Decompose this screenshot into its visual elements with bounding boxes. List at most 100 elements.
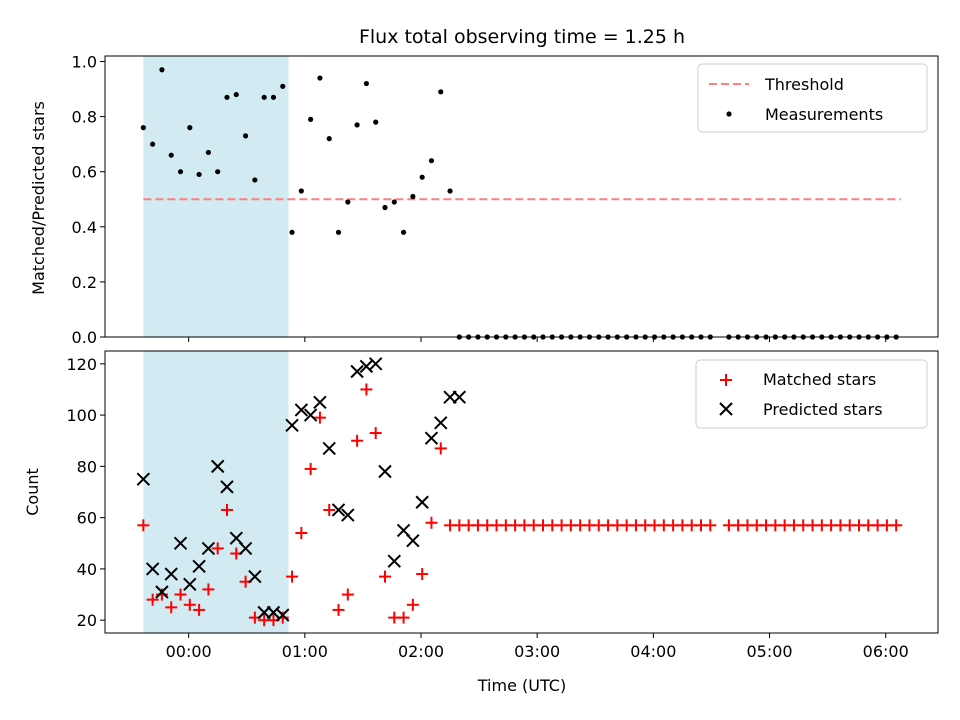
matched-star-marker [295, 527, 308, 540]
measurement-point [159, 67, 165, 73]
predicted-star-marker [452, 390, 467, 404]
matched-star-marker [369, 427, 382, 440]
matched-star-marker [304, 462, 317, 475]
matched-star-marker [313, 411, 326, 424]
legend-measurements-swatch [726, 111, 732, 117]
x-tick-label: 05:00 [746, 642, 792, 661]
legend-measurements-label: Measurements [765, 105, 883, 124]
matched-star-marker [341, 588, 354, 601]
measurement-point [345, 199, 351, 205]
measurement-point [428, 158, 435, 164]
matched-star-marker [351, 434, 364, 447]
predicted-star-marker [434, 416, 448, 430]
y-tick-label: 100 [66, 406, 97, 425]
x-axis-label: Time (UTC) [477, 676, 566, 695]
predicted-star-marker [145, 562, 160, 576]
matched-star-marker [220, 503, 233, 516]
matched-stars-points [137, 383, 903, 627]
bottom-shaded-span [143, 351, 289, 633]
matched-star-marker [425, 516, 438, 529]
measurement-point [177, 169, 184, 175]
measurement-point [382, 204, 388, 211]
predicted-star-marker [350, 364, 364, 379]
top-panel: 0.0 0.2 0.4 0.6 0.8 1.0 Matched/Predicted sta… [29, 53, 939, 347]
x-tick-label: 03:00 [514, 642, 560, 661]
matched-star-marker [434, 442, 447, 455]
predicted-star-marker [294, 403, 309, 417]
bottom-axes-frame [104, 350, 939, 634]
predicted-star-marker [368, 357, 383, 371]
y-tick-label: 20 [77, 611, 97, 630]
measurement-point [140, 125, 146, 131]
measurement-points [140, 67, 899, 340]
y-tick-label: 0.8 [72, 108, 97, 127]
bottom-legend: Matched stars Predicted stars [695, 359, 928, 429]
measurement-point [233, 91, 239, 98]
legend-matched-label: Matched stars [763, 370, 876, 389]
x-tick-label: 01:00 [282, 642, 328, 661]
legend-matched-swatch [720, 374, 732, 386]
bottom-y-ticks: 20 40 60 80 100 120 [66, 355, 105, 630]
measurement-point [373, 119, 379, 125]
top-y-ticks: 0.0 0.2 0.4 0.6 0.8 1.0 [72, 53, 105, 347]
predicted-star-marker [406, 534, 420, 548]
measurement-point [298, 188, 304, 194]
measurement-point [354, 122, 360, 128]
predicted-star-marker [387, 554, 401, 568]
predicted-star-marker [341, 508, 355, 522]
top-x-ticks [188, 337, 887, 342]
measurement-point [168, 152, 174, 158]
legend-threshold-label: Threshold [764, 75, 844, 94]
measurement-point [308, 116, 314, 122]
measurement-point [391, 199, 397, 205]
top-axes-frame [104, 55, 939, 338]
measurement-point [242, 133, 249, 139]
predicted-star-marker [331, 503, 346, 517]
observing-window-span [143, 351, 289, 633]
predicted-star-marker [285, 418, 299, 433]
measurement-point [187, 125, 193, 131]
matched-star-marker [146, 593, 159, 606]
measurement-point [363, 80, 370, 87]
y-tick-label: 60 [77, 509, 97, 528]
x-tick-label: 00:00 [166, 642, 212, 661]
y-tick-label: 1.0 [72, 53, 97, 72]
matched-star-marker [202, 583, 215, 596]
predicted-star-marker [210, 459, 225, 474]
y-tick-label: 40 [77, 560, 97, 579]
matched-star-marker [174, 588, 187, 601]
matched-star-marker [137, 519, 150, 532]
predicted-star-marker [415, 495, 429, 509]
matched-star-marker [890, 519, 903, 532]
measurement-point [280, 83, 286, 89]
y-tick-label: 0.4 [72, 218, 97, 237]
measurement-point [215, 169, 221, 175]
predicted-star-marker [136, 472, 151, 486]
observing-window-span [143, 56, 289, 337]
measurement-point [419, 174, 425, 180]
matched-star-marker [323, 503, 336, 516]
predicted-star-marker [238, 541, 253, 556]
measurement-point [252, 177, 258, 183]
measurement-point [447, 188, 453, 194]
measurement-point [326, 136, 332, 142]
y-tick-label: 0.0 [72, 328, 97, 347]
measurement-point [205, 149, 211, 156]
matched-star-marker [406, 598, 419, 611]
predicted-star-marker [424, 431, 439, 445]
top-legend: Threshold Measurements [697, 63, 928, 133]
matched-star-marker [165, 601, 178, 614]
legend-predicted-swatch [719, 402, 733, 416]
predicted-star-marker [378, 464, 392, 479]
predicted-stars-points [136, 357, 467, 622]
measurement-point [317, 75, 323, 81]
y-tick-label: 0.2 [72, 273, 97, 292]
predicted-star-marker [201, 541, 216, 556]
predicted-star-marker [322, 441, 336, 456]
predicted-star-marker [173, 536, 188, 550]
measurement-point [150, 141, 156, 147]
predicted-star-marker [303, 408, 318, 422]
bottom-x-ticks: 00:00 01:00 02:00 03:00 04:00 05:00 06:00 [166, 633, 909, 661]
matched-star-marker [332, 603, 345, 616]
matched-star-marker [378, 570, 391, 583]
